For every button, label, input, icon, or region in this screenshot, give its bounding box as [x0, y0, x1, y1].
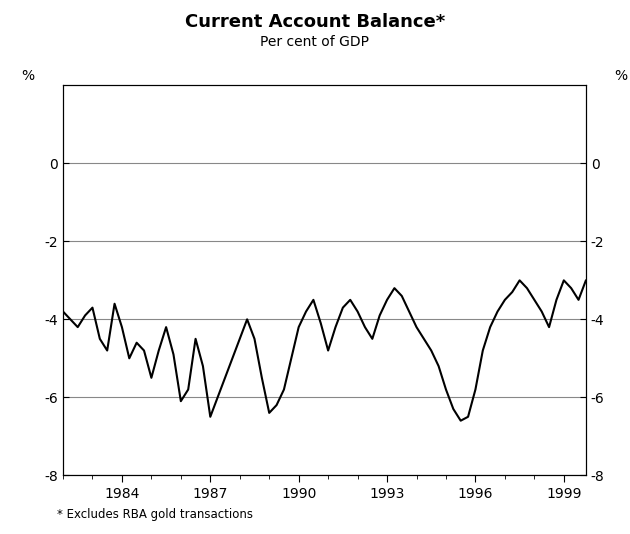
Text: %: % [21, 69, 34, 83]
Text: * Excludes RBA gold transactions: * Excludes RBA gold transactions [57, 508, 253, 521]
Text: Current Account Balance*: Current Account Balance* [185, 13, 445, 32]
Text: Per cent of GDP: Per cent of GDP [260, 35, 370, 49]
Text: %: % [615, 69, 627, 83]
